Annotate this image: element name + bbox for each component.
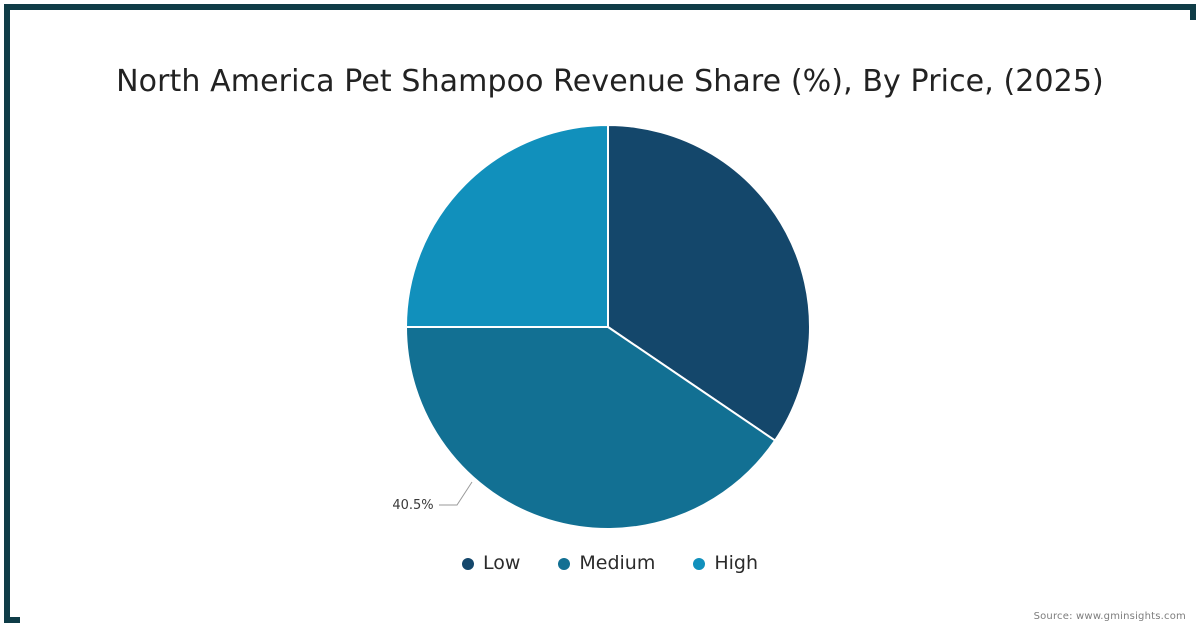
legend-swatch-icon <box>461 557 474 570</box>
source-attribution: Source: www.gminsights.com <box>1033 611 1186 622</box>
legend-swatch-icon <box>693 557 706 570</box>
chart-legend: Low Medium High <box>20 554 1200 573</box>
legend-item-low[interactable]: Low <box>461 552 521 574</box>
label-leader-lines <box>439 481 473 506</box>
pie-slice-low[interactable] <box>607 124 811 442</box>
pie-slice-medium[interactable] <box>405 326 777 530</box>
image-border-frame: North America Pet Shampoo Revenue Share … <box>4 4 1200 627</box>
label-leader-line <box>439 481 473 506</box>
pie-chart-area: 40.5% <box>20 20 1200 627</box>
legend-item-label: Low <box>482 552 521 574</box>
pie-slice-high[interactable] <box>405 124 609 328</box>
page-title: North America Pet Shampoo Revenue Share … <box>116 64 1104 99</box>
legend-item-label: Medium <box>579 552 656 574</box>
pie-slices <box>405 124 811 530</box>
pie-value-labels: 40.5% <box>392 498 433 513</box>
pie-chart-svg: 40.5% <box>392 124 811 530</box>
chart-canvas: North America Pet Shampoo Revenue Share … <box>20 20 1200 627</box>
legend-item-label: High <box>714 552 759 574</box>
legend-item-high[interactable]: High <box>693 554 758 573</box>
pie-slice-value-label: 40.5% <box>392 498 433 513</box>
legend-item-medium[interactable]: Medium <box>558 554 655 573</box>
legend-swatch-icon <box>558 557 571 570</box>
